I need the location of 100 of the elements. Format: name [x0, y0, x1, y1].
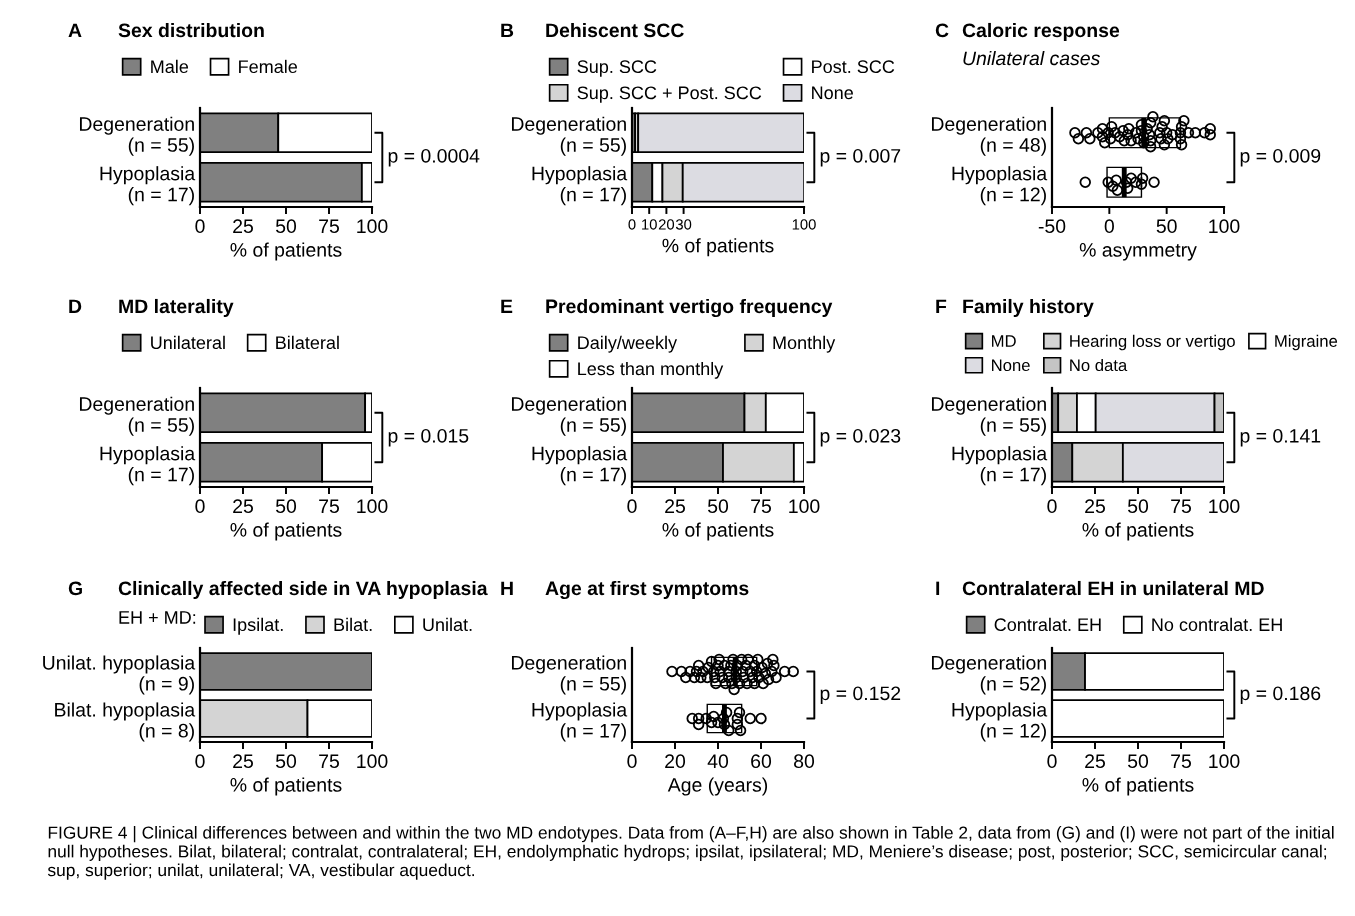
text: E	[501, 299, 513, 314]
x-axis-title: % of patients	[230, 777, 342, 796]
legend-label: No contralat. EH	[1152, 617, 1282, 632]
x-tick-label: 80	[794, 754, 815, 769]
legend-label: Unilat.	[423, 617, 472, 632]
y-tick-label: Degeneration (n = 55)	[511, 396, 626, 436]
chart-title: Predominant vertigo frequency	[546, 298, 833, 318]
y-tick-label: Degeneration (n = 55)	[79, 396, 194, 436]
x-tick-label: 100	[357, 499, 388, 514]
text: p = 0.152	[820, 686, 901, 705]
text: p = 0.023	[820, 428, 901, 447]
x-tick-label: 0	[1047, 754, 1057, 769]
legend-label: Monthly	[773, 335, 836, 353]
x-axis-title: % of patients	[230, 242, 342, 261]
chart-title: Contralateral EH in unilateral MD	[962, 580, 1264, 596]
text: I	[936, 581, 940, 596]
x-tick-label: 0	[627, 499, 637, 514]
x-tick-label: 0	[195, 754, 205, 769]
x-tick-label: 100	[1209, 754, 1240, 769]
text: p = 0.186	[1240, 686, 1321, 705]
x-tick-label: 25	[1085, 754, 1105, 769]
y-tick-label: Hypoplasia (n = 17)	[532, 702, 628, 742]
x-axis-title: % asymmetry	[1079, 243, 1197, 261]
chart-title: Dehiscent SCC	[546, 22, 684, 38]
x-tick-label: 50	[275, 219, 297, 234]
x-tick-label: 50	[1127, 754, 1149, 769]
y-tick-label: Bilat. hypoplasia (n = 8)	[55, 702, 196, 742]
chart-title: Clinically affected side in VA hypoplasia	[118, 580, 488, 600]
chart-title: MD laterality	[119, 298, 234, 318]
x-tick-label: 20	[658, 219, 675, 230]
x-tick-label: 25	[233, 219, 253, 234]
x-axis-title: % of patients	[230, 522, 342, 541]
y-tick-label: Degeneration (n = 55)	[931, 396, 1046, 436]
y-tick-label: Hypoplasia (n = 17)	[532, 166, 628, 206]
legend-label: Less than monthly	[578, 361, 724, 379]
y-tick-label: Degeneration (n = 55)	[511, 655, 626, 695]
text: p = 0.141	[1240, 428, 1321, 447]
legend-label: No data	[1070, 358, 1128, 372]
x-tick-label: 60	[751, 754, 772, 769]
legend-label: None	[812, 86, 853, 100]
chart-title: Age at first symptoms	[545, 580, 749, 600]
chart-title: Family history	[963, 298, 1094, 318]
legend-label: Sup. SCC	[577, 60, 657, 77]
chart-title: Sex distribution	[118, 22, 264, 38]
x-axis-title: % of patients	[662, 522, 774, 541]
x-tick-label: 25	[1085, 499, 1105, 514]
x-axis-title: % of patients	[1082, 522, 1194, 541]
legend-label: Daily/weekly	[578, 335, 678, 353]
legend-label: Sup. SCC + Post. SCC	[577, 86, 762, 103]
legend-label: Unilateral	[151, 335, 225, 350]
y-tick-label: Degeneration (n = 55)	[511, 116, 626, 156]
text: D	[69, 299, 82, 314]
caption: FIGURE 4 | Clinical differences between and within the two MD endotypes. Data from (A–F,H) are also shown in Table 2, data from (G) and (I) were not part of the initial null hypotheses. Bilat, bilateral; contralat, contralateral; EH, endolymphatic hydrops; ipsilat, ipsilateral; MD, Meniere’s disease; post, posterior; SCC, semicircular canal; sup, superior; unilat, unilateral; VA, vestibular aqueduct.	[47, 826, 1334, 880]
text: p = 0.0004	[388, 148, 480, 167]
text: H	[501, 581, 513, 596]
x-tick-label: 75	[319, 219, 339, 234]
x-tick-label: 10	[642, 219, 657, 230]
y-tick-label: Hypoplasia (n = 17)	[100, 166, 196, 206]
x-tick-label: 50	[275, 499, 297, 514]
x-tick-label: 75	[751, 499, 771, 514]
legend-label: MD	[992, 335, 1016, 347]
x-tick-label: 75	[1171, 754, 1191, 769]
text: C	[935, 23, 949, 38]
legend-label: Migraine	[1275, 334, 1338, 351]
x-tick-label: 50	[275, 754, 297, 769]
x-tick-label: 100	[789, 499, 820, 514]
y-tick-label: Degeneration (n = 48)	[931, 116, 1046, 156]
x-axis-title: Age (years)	[667, 777, 768, 796]
text: G	[68, 581, 82, 596]
legend-label: Ipsilat.	[233, 617, 283, 635]
x-axis-title: % of patients	[662, 238, 774, 257]
legend-label: None	[992, 359, 1030, 372]
x-tick-label: 20	[665, 754, 686, 769]
x-tick-label: 0	[627, 754, 637, 769]
y-tick-label: Hypoplasia (n = 17)	[532, 446, 628, 486]
x-tick-label: 25	[665, 499, 685, 514]
x-tick-label: 75	[319, 499, 339, 514]
x-tick-label: 0	[195, 499, 205, 514]
chart-title: Caloric response	[962, 22, 1120, 42]
x-tick-label: 0	[628, 219, 636, 230]
x-tick-label: 100	[357, 219, 388, 234]
text: p = 0.009	[1240, 148, 1321, 167]
legend-label: Bilateral	[276, 335, 339, 350]
text: F	[936, 299, 947, 314]
x-tick-label: 100	[792, 219, 816, 230]
x-tick-label: 50	[707, 499, 729, 514]
text: p = 0.007	[820, 148, 901, 167]
x-tick-label: 50	[1127, 499, 1149, 514]
x-axis-title: % of patients	[1082, 777, 1194, 796]
x-tick-label: 0	[195, 219, 205, 234]
x-tick-label: 75	[319, 754, 339, 769]
text: p = 0.015	[388, 428, 469, 447]
legend-label: Bilat.	[334, 617, 372, 632]
y-tick-label: Hypoplasia (n = 12)	[952, 702, 1048, 742]
chart-subtitle: Unilateral cases	[963, 50, 1100, 66]
x-tick-label: 75	[1171, 499, 1191, 514]
x-tick-label: -50	[1038, 219, 1066, 234]
x-tick-label: 100	[1209, 219, 1240, 234]
legend-label: Female	[239, 59, 298, 74]
legend-label: Contralat. EH	[994, 617, 1101, 632]
